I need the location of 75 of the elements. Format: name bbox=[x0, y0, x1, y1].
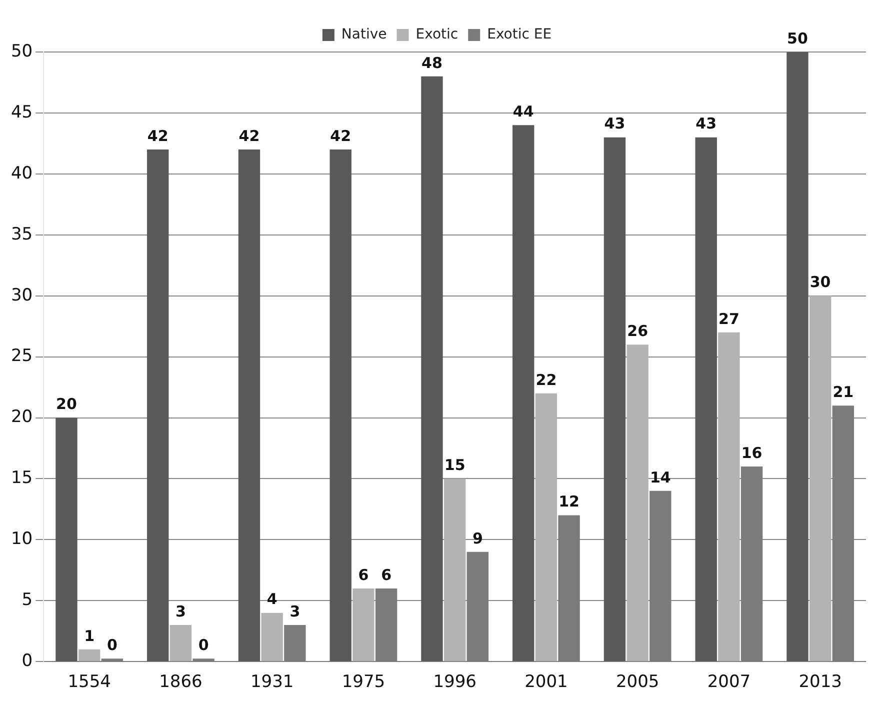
data-label: 3 bbox=[175, 602, 186, 620]
data-label: 30 bbox=[810, 273, 831, 292]
bar bbox=[535, 393, 558, 662]
data-label: 16 bbox=[741, 444, 762, 462]
data-label: 50 bbox=[787, 29, 808, 48]
data-label: 43 bbox=[696, 114, 717, 133]
y-tick-label: 25 bbox=[10, 346, 33, 366]
bar bbox=[375, 588, 398, 662]
x-tick-label: 2001 bbox=[524, 672, 568, 692]
bar bbox=[56, 418, 78, 662]
data-label: 4 bbox=[266, 590, 278, 608]
legend-label: Exotic bbox=[416, 26, 458, 43]
bar bbox=[558, 515, 580, 662]
data-label: 42 bbox=[330, 126, 352, 145]
y-tick-label: 40 bbox=[10, 163, 33, 184]
y-tick-label: 35 bbox=[10, 224, 33, 244]
bar bbox=[261, 612, 283, 662]
x-tick-label: 1996 bbox=[433, 672, 476, 692]
x-tick-label: 1554 bbox=[68, 672, 111, 692]
bar bbox=[626, 344, 648, 662]
data-label: 26 bbox=[627, 322, 648, 340]
bar bbox=[809, 296, 832, 662]
data-label: 12 bbox=[558, 492, 580, 511]
bar bbox=[650, 490, 672, 662]
data-label: 48 bbox=[422, 54, 442, 72]
data-label: 20 bbox=[56, 395, 77, 414]
legend-label: Exotic EE bbox=[487, 26, 552, 43]
data-label: 43 bbox=[604, 114, 626, 133]
y-tick-label: 30 bbox=[10, 285, 33, 306]
bar bbox=[695, 137, 717, 662]
y-tick-label: 0 bbox=[22, 651, 33, 672]
data-label: 0 bbox=[198, 636, 209, 654]
bar bbox=[238, 150, 260, 662]
data-label: 1 bbox=[84, 626, 95, 645]
x-tick-label: 1931 bbox=[250, 672, 294, 692]
data-label: 21 bbox=[832, 382, 854, 401]
bar bbox=[604, 137, 626, 662]
data-label: 44 bbox=[512, 102, 534, 121]
bar bbox=[786, 52, 808, 662]
bar bbox=[170, 625, 192, 662]
data-label: 22 bbox=[536, 370, 557, 389]
bar bbox=[740, 466, 763, 662]
data-label: 0 bbox=[106, 636, 118, 654]
x-tick-label: 2007 bbox=[707, 672, 751, 692]
bar bbox=[330, 150, 352, 662]
bar bbox=[147, 150, 169, 662]
legend-label: Native bbox=[341, 26, 387, 43]
bar bbox=[352, 588, 374, 662]
x-tick-label: 2005 bbox=[616, 672, 660, 692]
y-tick-label: 5 bbox=[22, 590, 33, 610]
bar bbox=[832, 406, 854, 662]
y-tick-label: 20 bbox=[10, 407, 33, 428]
data-label: 6 bbox=[381, 566, 392, 584]
data-label: 14 bbox=[650, 468, 671, 486]
bar bbox=[718, 332, 740, 662]
x-tick-label: 1975 bbox=[342, 672, 386, 692]
data-label: 9 bbox=[472, 529, 483, 548]
bar bbox=[512, 125, 534, 662]
y-tick-label: 50 bbox=[10, 41, 33, 62]
data-label: 15 bbox=[444, 456, 466, 474]
bar bbox=[284, 625, 306, 662]
bar bbox=[466, 552, 489, 662]
data-label: 42 bbox=[238, 126, 260, 145]
bar bbox=[78, 649, 100, 662]
data-label: 42 bbox=[147, 126, 168, 145]
bar bbox=[444, 478, 466, 662]
data-label: 27 bbox=[718, 310, 740, 328]
x-tick-label: 2013 bbox=[798, 672, 842, 692]
y-tick-label: 10 bbox=[10, 529, 33, 550]
data-label: 6 bbox=[358, 566, 369, 584]
y-tick-label: 45 bbox=[10, 102, 33, 122]
x-tick-label: 1866 bbox=[159, 672, 202, 692]
bar bbox=[421, 76, 443, 662]
data-label: 3 bbox=[290, 602, 300, 620]
y-tick-label: 15 bbox=[10, 468, 33, 488]
